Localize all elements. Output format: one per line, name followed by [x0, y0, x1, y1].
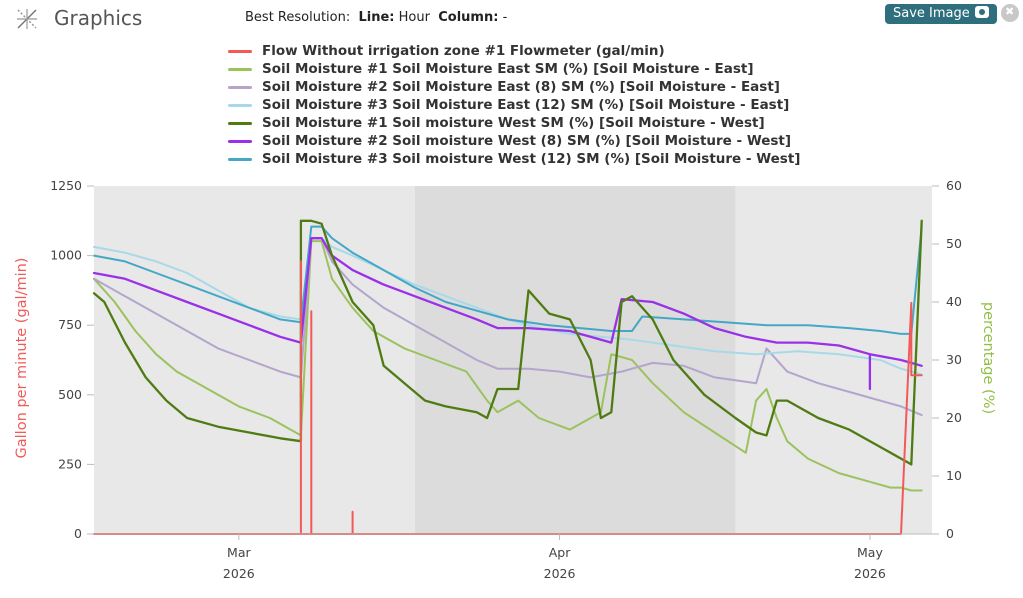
series-line-east2	[93, 237, 923, 417]
fullscreen-icon[interactable]	[1001, 4, 1019, 22]
best-resolution: Best Resolution: Line: Hour Column: -	[245, 10, 507, 25]
series-line-east3	[93, 237, 923, 376]
legend-swatch	[228, 67, 252, 71]
legend-item-west2[interactable]: Soil Moisture #2 Soil moisture West (8) …	[228, 132, 800, 150]
toolbar: Graphics Best Resolution: Line: Hour Col…	[0, 0, 1023, 36]
legend-swatch	[228, 49, 252, 53]
save-image-label: Save Image	[893, 6, 970, 21]
y-tick-label: 250	[58, 456, 82, 471]
y-tick-label: 750	[58, 317, 82, 332]
y2-tick-label: 60	[946, 178, 962, 193]
column-label: Column:	[438, 10, 499, 25]
shaded-band	[94, 186, 415, 534]
right-axis-title: percentage (%)	[980, 302, 996, 414]
left-axis-title: Gallon per minute (gal/min)	[14, 258, 30, 459]
series-line-west1	[92, 219, 923, 466]
x-tick-year: 2026	[854, 566, 886, 581]
x-tick-year: 2026	[544, 566, 576, 581]
axes: 0 250 500 750 1000 1250 0 10 20 30 40 50 60 Mar 2026 Ap…	[50, 178, 962, 581]
shaded-bands	[94, 186, 932, 534]
legend-label: Soil Moisture #1 Soil moisture West SM (…	[262, 115, 765, 131]
legend-label: Flow Without irrigation zone #1 Flowmete…	[262, 43, 665, 59]
best-resolution-label: Best Resolution:	[245, 10, 351, 25]
graph-icon	[17, 9, 37, 29]
shaded-band	[414, 186, 736, 534]
y2-tick-label: 30	[946, 352, 962, 367]
y2-tick-label: 10	[946, 468, 962, 483]
legend-swatch	[228, 157, 252, 161]
legend-swatch	[228, 103, 252, 107]
y2-tick-label: 0	[946, 526, 954, 541]
legend-swatch	[228, 139, 252, 143]
page-title: Graphics	[54, 6, 143, 30]
legend-item-west3[interactable]: Soil Moisture #3 Soil moisture West (12)…	[228, 150, 800, 168]
line-label: Line:	[358, 10, 395, 25]
chart-legend: Flow Without irrigation zone #1 Flowmete…	[228, 42, 800, 168]
y-tick-label: 1250	[50, 178, 82, 193]
legend-label: Soil Moisture #2 Soil Moisture East (8) …	[262, 79, 780, 95]
legend-label: Soil Moisture #1 Soil Moisture East SM (…	[262, 61, 754, 77]
x-tick-month: May	[857, 545, 883, 560]
series-line-west3	[93, 225, 923, 335]
legend-item-flow[interactable]: Flow Without irrigation zone #1 Flowmete…	[228, 42, 800, 60]
column-value: -	[502, 10, 508, 25]
save-image-button[interactable]: Save Image	[885, 4, 997, 24]
y2-tick-label: 40	[946, 294, 962, 309]
legend-item-east2[interactable]: Soil Moisture #2 Soil Moisture East (8) …	[228, 78, 800, 96]
series-line-west2	[92, 237, 923, 391]
legend-label: Soil Moisture #2 Soil moisture West (8) …	[262, 133, 792, 149]
y-tick-label: 500	[58, 387, 82, 402]
legend-swatch	[228, 85, 252, 89]
legend-swatch	[228, 121, 252, 125]
y2-tick-label: 20	[946, 410, 962, 425]
camera-icon	[974, 6, 989, 18]
legend-item-east3[interactable]: Soil Moisture #3 Soil Moisture East (12)…	[228, 96, 800, 114]
line-value: Hour	[398, 10, 430, 25]
y-tick-label: 1000	[50, 248, 82, 263]
x-tick-month: Mar	[227, 545, 251, 560]
series-line-east1	[93, 240, 923, 492]
x-tick-month: Apr	[549, 545, 571, 560]
legend-label: Soil Moisture #3 Soil Moisture East (12)…	[262, 97, 790, 113]
y2-tick-label: 50	[946, 236, 962, 251]
legend-item-west1[interactable]: Soil Moisture #1 Soil moisture West SM (…	[228, 114, 800, 132]
legend-item-east1[interactable]: Soil Moisture #1 Soil Moisture East SM (…	[228, 60, 800, 78]
x-tick-year: 2026	[223, 566, 255, 581]
y-tick-label: 0	[74, 526, 82, 541]
legend-label: Soil Moisture #3 Soil moisture West (12)…	[262, 151, 801, 167]
